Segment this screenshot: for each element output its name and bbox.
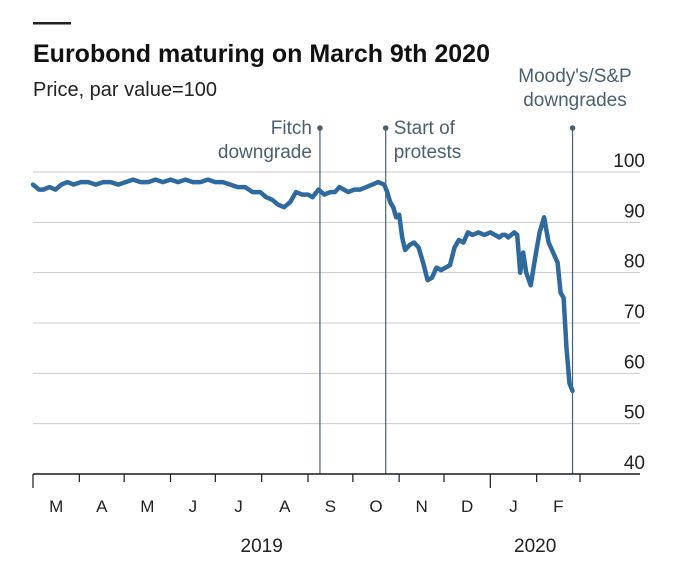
series-layer [30, 177, 575, 394]
series-line-price [30, 177, 575, 394]
x-tick-label: F [553, 497, 563, 516]
x-tick-label: S [325, 497, 336, 516]
x-tick-label: A [279, 497, 291, 516]
gridlines [33, 171, 640, 425]
x-tick-label: M [49, 497, 63, 516]
y-tick-label: 60 [624, 352, 645, 373]
annotation-dot [569, 125, 576, 131]
x-axis: M A M J J A S O N D J F 2019 2020 [32, 473, 640, 557]
x-tick-label: M [140, 497, 154, 516]
annotation-label: Fitch [271, 118, 312, 139]
y-tick-label: 50 [624, 403, 645, 424]
y-tick-label: 70 [624, 302, 645, 323]
chart-title: Eurobond maturing on March 9th 2020 [33, 40, 490, 68]
x-tick-label: J [189, 497, 198, 516]
y-tick-label: 90 [624, 201, 645, 222]
annotation-dot [382, 125, 389, 131]
x-tick-label: A [96, 497, 108, 516]
y-tick-label: 100 [613, 151, 645, 172]
y-tick-label: 80 [624, 252, 645, 273]
x-tick-label: J [234, 497, 243, 516]
x-tick-label: J [509, 497, 518, 516]
x-year-label: 2020 [514, 536, 556, 557]
annotation-dot [317, 125, 323, 131]
annotation-label: Moody's/S&P [518, 66, 631, 87]
x-tick-label: O [369, 497, 382, 516]
annotation-label: protests [394, 142, 462, 163]
annotation-label: Start of [394, 118, 456, 139]
annotation-label: downgrade [218, 142, 312, 163]
x-tick-label: D [461, 497, 473, 516]
annotation-label: downgrades [523, 90, 627, 111]
annotations: Fitch downgrade Start of protests Moody's/S&… [218, 66, 632, 474]
x-tick-label: N [415, 497, 427, 516]
chart-subtitle: Price, par value=100 [33, 79, 217, 101]
y-axis-ticks: 40 50 60 70 80 90 100 [613, 151, 645, 474]
y-tick-label: 40 [624, 453, 645, 474]
x-year-label: 2019 [241, 536, 283, 557]
header-rule [33, 22, 71, 25]
